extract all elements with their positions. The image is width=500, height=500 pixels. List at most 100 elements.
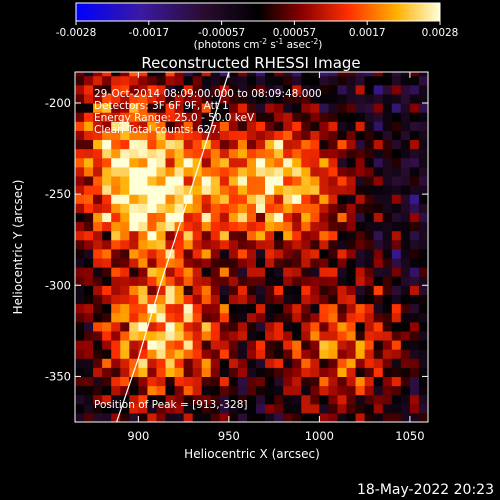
heatmap-cell xyxy=(138,358,149,368)
heatmap-cell xyxy=(75,257,85,268)
heatmap-cell xyxy=(84,330,94,341)
heatmap-cell xyxy=(319,221,330,232)
heatmap-cell xyxy=(183,148,194,159)
heatmap-cell xyxy=(373,166,384,177)
heatmap-cell xyxy=(228,221,239,232)
heatmap-cell xyxy=(382,276,393,286)
heatmap-cell xyxy=(373,412,384,422)
heatmap-cell xyxy=(111,276,121,286)
heatmap-cell xyxy=(228,185,239,195)
heatmap-cell xyxy=(183,112,194,122)
heatmap-cell xyxy=(129,312,139,323)
heatmap-cell xyxy=(256,239,266,250)
heatmap-cell xyxy=(102,239,112,250)
heatmap-cell xyxy=(102,194,112,204)
heatmap-cell xyxy=(165,239,176,250)
heatmap-cell xyxy=(210,412,221,422)
heatmap-cell xyxy=(346,157,357,168)
heatmap-cell xyxy=(373,358,384,368)
heatmap-cell xyxy=(192,112,203,122)
heatmap-cell xyxy=(355,139,366,150)
y-tick-label: -200 xyxy=(45,96,71,110)
heatmap-cell xyxy=(256,394,266,405)
heatmap-cell xyxy=(391,294,402,305)
heatmap-cell xyxy=(310,267,320,277)
heatmap-cell xyxy=(138,203,149,213)
heatmap-cell xyxy=(400,294,411,305)
heatmap-cell xyxy=(156,349,167,359)
heatmap-cell xyxy=(310,349,320,359)
heatmap-cell xyxy=(228,394,239,405)
heatmap-cell xyxy=(174,267,185,277)
heatmap-cell xyxy=(129,358,139,368)
heatmap-cell xyxy=(346,102,357,113)
heatmap-cell xyxy=(246,303,257,314)
heatmap-cell xyxy=(192,248,203,259)
heatmap-cell xyxy=(156,248,167,259)
heatmap-cell xyxy=(310,230,320,241)
heatmap-cell xyxy=(246,148,257,159)
heatmap-cell xyxy=(310,84,320,95)
heatmap-cell xyxy=(156,303,167,314)
heatmap-cell xyxy=(156,376,167,387)
heatmap-cell xyxy=(138,212,149,223)
heatmap-cell xyxy=(237,248,248,259)
heatmap-cell xyxy=(337,84,348,95)
heatmap-cell xyxy=(138,166,149,177)
heatmap-cell xyxy=(409,221,420,232)
heatmap-cell xyxy=(373,257,384,268)
heatmap-cell xyxy=(237,276,248,286)
heatmap-cell xyxy=(418,203,428,213)
heatmap-cell xyxy=(391,248,402,259)
heatmap-cell xyxy=(292,285,302,295)
heatmap-cell xyxy=(219,267,230,277)
heatmap-cell xyxy=(237,75,248,86)
heatmap-cell xyxy=(256,221,266,232)
heatmap-cell xyxy=(373,267,384,277)
heatmap-cell xyxy=(201,84,212,95)
y-tick-label: -350 xyxy=(45,369,71,383)
heatmap-cell xyxy=(237,376,248,387)
heatmap-cell xyxy=(183,376,194,387)
heatmap-cell xyxy=(409,130,420,141)
heatmap-cell xyxy=(310,93,320,104)
heatmap-cell xyxy=(201,330,212,341)
heatmap-cell xyxy=(409,230,420,241)
heatmap-cell xyxy=(418,412,428,422)
heatmap-cell xyxy=(75,230,85,241)
heatmap-cell xyxy=(328,121,339,131)
heatmap-cell xyxy=(391,403,402,414)
heatmap-cell xyxy=(84,412,94,422)
heatmap-cell xyxy=(292,349,302,359)
heatmap-cell xyxy=(246,130,257,141)
heatmap-cell xyxy=(219,394,230,405)
heatmap-cell xyxy=(111,112,121,122)
heatmap-cell xyxy=(301,257,311,268)
peak-position-label: Position of Peak = [913,-328] xyxy=(94,399,248,411)
heatmap-cell xyxy=(111,358,121,368)
heatmap-cell xyxy=(292,175,302,186)
heatmap-cell xyxy=(219,139,230,150)
heatmap-cell xyxy=(364,376,375,387)
heatmap-cell xyxy=(283,312,293,323)
heatmap-cell xyxy=(183,267,194,277)
heatmap-cell xyxy=(256,358,266,368)
heatmap-cell xyxy=(228,102,239,113)
heatmap-cell xyxy=(337,312,348,323)
heatmap-cell xyxy=(355,276,366,286)
heatmap-cell xyxy=(301,130,311,141)
heatmap-cell xyxy=(319,294,330,305)
heatmap-cell xyxy=(129,339,139,350)
heatmap-cell xyxy=(319,175,330,186)
heatmap-cell xyxy=(183,166,194,177)
heatmap-cell xyxy=(328,194,339,204)
heatmap-cell xyxy=(228,93,239,104)
heatmap-cell xyxy=(219,93,230,104)
heatmap-cell xyxy=(102,321,112,332)
heatmap-cell xyxy=(183,157,194,168)
heatmap-cell xyxy=(301,221,311,232)
heatmap-cell xyxy=(237,194,248,204)
heatmap-cell xyxy=(418,139,428,150)
heatmap-cell xyxy=(373,367,384,378)
heatmap-cell xyxy=(147,385,158,396)
